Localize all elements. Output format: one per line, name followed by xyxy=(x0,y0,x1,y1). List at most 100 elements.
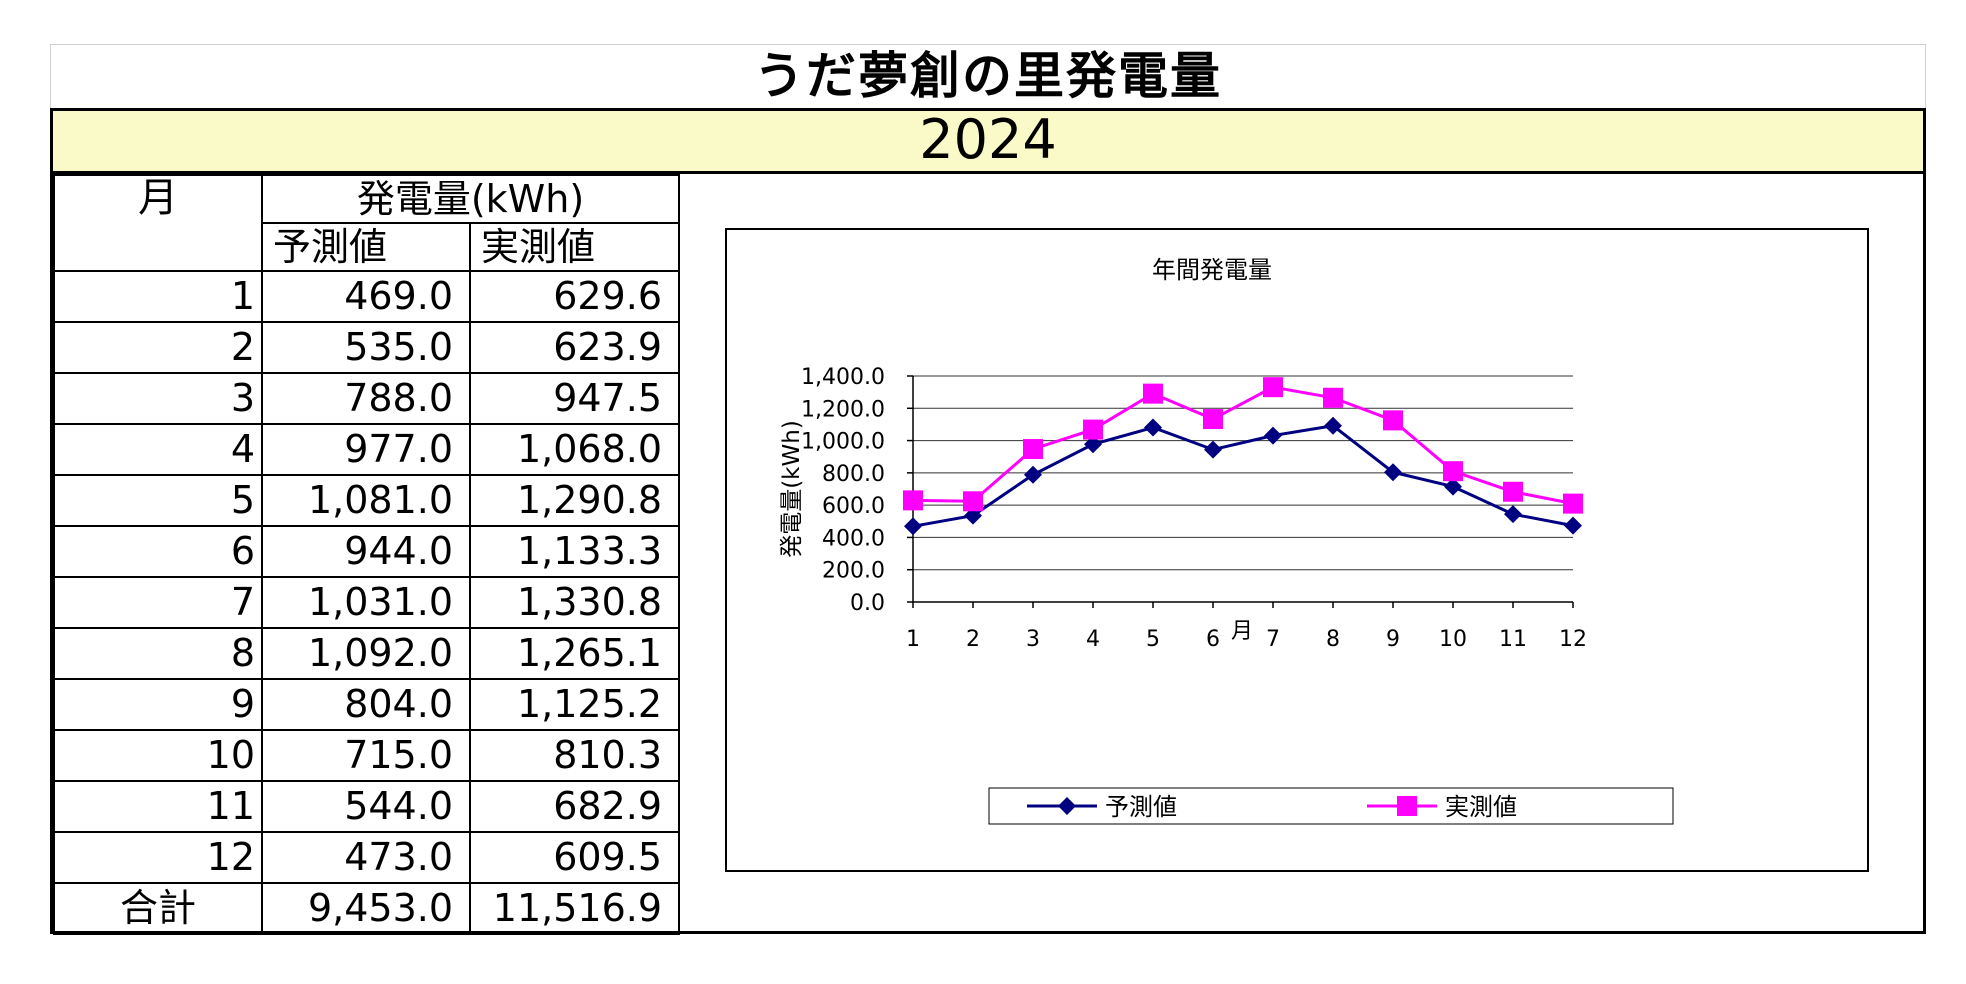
actual-cell: 623.9 xyxy=(469,321,680,374)
y-tick-label: 1,200.0 xyxy=(801,397,885,422)
actual-cell: 810.3 xyxy=(469,729,680,782)
actual-cell: 1,125.2 xyxy=(469,678,680,731)
month-cell: 12 xyxy=(53,831,263,884)
actual-cell: 629.6 xyxy=(469,270,680,323)
table-row: 12 473.0 609.5 xyxy=(53,831,680,884)
table-row: 5 1,081.0 1,290.8 xyxy=(53,474,680,527)
data-point-actual xyxy=(903,490,923,511)
month-cell: 2 xyxy=(53,321,263,374)
table-row: 10 715.0 810.3 xyxy=(53,729,680,782)
series-line-actual xyxy=(912,385,1574,506)
table-row: 4 977.0 1,068.0 xyxy=(53,423,680,476)
forecast-cell: 544.0 xyxy=(261,780,471,833)
x-tick-label: 7 xyxy=(1266,627,1280,652)
forecast-cell: 804.0 xyxy=(261,678,471,731)
month-cell: 10 xyxy=(53,729,263,782)
month-cell: 11 xyxy=(53,780,263,833)
data-point-forecast xyxy=(1144,418,1162,437)
data-point-forecast xyxy=(1264,426,1282,445)
data-point-actual xyxy=(1443,461,1463,482)
data-point-actual xyxy=(1263,377,1283,398)
chart-title: 年間発電量 xyxy=(1152,256,1272,284)
table-row: 6 944.0 1,133.3 xyxy=(53,525,680,578)
month-cell: 3 xyxy=(53,372,263,425)
table-row: 9 804.0 1,125.2 xyxy=(53,678,680,731)
x-axis-label: 月 xyxy=(1231,619,1253,644)
x-tick-label: 3 xyxy=(1026,627,1040,652)
data-point-forecast xyxy=(1444,477,1462,496)
x-tick-label: 10 xyxy=(1439,627,1467,652)
data-point-actual xyxy=(1503,481,1523,502)
actual-cell: 1,068.0 xyxy=(469,423,680,476)
actual-cell: 1,265.1 xyxy=(469,627,680,680)
data-point-forecast xyxy=(1024,465,1042,484)
data-point-forecast xyxy=(1084,435,1102,454)
year-banner: 2024 xyxy=(50,108,1926,174)
y-tick-label: 600.0 xyxy=(822,494,885,519)
annual-generation-chart: 年間発電量 0.0 200.0 400.0 600.0 800.0 1,000.0 1,200… xyxy=(725,228,1869,872)
month-cell: 5 xyxy=(53,474,263,527)
data-point-forecast xyxy=(1204,440,1222,459)
data-point-forecast xyxy=(1384,463,1402,482)
series-line-forecast xyxy=(912,424,1574,528)
data-point-forecast xyxy=(1504,505,1522,524)
forecast-column-header: 予測値 xyxy=(261,222,471,272)
data-point-forecast xyxy=(1564,516,1582,535)
x-tick-label: 4 xyxy=(1086,627,1100,652)
spreadsheet-sheet: うだ夢創の里発電量 2024 月 発電量(kWh) 予測値 実測値 1 469.0… xyxy=(50,44,1926,935)
table-row: 8 1,092.0 1,265.1 xyxy=(53,627,680,680)
total-row: 合計 9,453.0 11,516.9 xyxy=(53,882,680,935)
forecast-cell: 473.0 xyxy=(261,831,471,884)
page-title: うだ夢創の里発電量 xyxy=(50,44,1926,108)
y-tick-label: 0.0 xyxy=(850,591,885,616)
forecast-cell: 788.0 xyxy=(261,372,471,425)
forecast-cell: 977.0 xyxy=(261,423,471,476)
data-point-forecast xyxy=(904,517,922,536)
power-column-header: 発電量(kWh) xyxy=(261,174,680,224)
actual-cell: 1,133.3 xyxy=(469,525,680,578)
table-row: 2 535.0 623.9 xyxy=(53,321,680,374)
table-row: 7 1,031.0 1,330.8 xyxy=(53,576,680,629)
forecast-cell: 715.0 xyxy=(261,729,471,782)
table-row: 3 788.0 947.5 xyxy=(53,372,680,425)
actual-cell: 1,290.8 xyxy=(469,474,680,527)
y-axis-label: 発電量(kWh) xyxy=(779,420,805,558)
month-cell: 6 xyxy=(53,525,263,578)
actual-column-header: 実測値 xyxy=(469,222,680,272)
legend-label: 予測値 xyxy=(1105,793,1177,821)
forecast-cell: 1,081.0 xyxy=(261,474,471,527)
x-tick-label: 6 xyxy=(1206,627,1220,652)
actual-cell: 682.9 xyxy=(469,780,680,833)
actual-cell: 609.5 xyxy=(469,831,680,884)
y-tick-label: 1,400.0 xyxy=(801,365,885,390)
total-actual: 11,516.9 xyxy=(469,882,680,935)
y-tick-label: 1,000.0 xyxy=(801,430,885,455)
forecast-cell: 535.0 xyxy=(261,321,471,374)
data-point-actual xyxy=(1143,383,1163,404)
month-cell: 8 xyxy=(53,627,263,680)
chart-legend xyxy=(988,787,1674,825)
table-row: 11 544.0 682.9 xyxy=(53,780,680,833)
y-tick-label: 400.0 xyxy=(822,526,885,551)
report-body: 月 発電量(kWh) 予測値 実測値 1 469.0 629.6 2 535.0 623.… xyxy=(50,171,1926,935)
month-cell: 7 xyxy=(53,576,263,629)
month-cell: 1 xyxy=(53,270,263,323)
data-point-actual xyxy=(1323,387,1343,408)
forecast-cell: 944.0 xyxy=(261,525,471,578)
forecast-cell: 1,031.0 xyxy=(261,576,471,629)
data-point-actual xyxy=(963,491,983,512)
x-tick-label: 8 xyxy=(1326,627,1340,652)
chart-canvas: 年間発電量 0.0 200.0 400.0 600.0 800.0 1,000.0 1,200… xyxy=(779,256,1674,825)
data-point-actual xyxy=(1563,493,1583,514)
x-tick-label: 5 xyxy=(1146,627,1160,652)
data-point-forecast xyxy=(1324,416,1342,435)
data-point-actual xyxy=(1023,439,1043,460)
x-tick-label: 2 xyxy=(966,627,980,652)
x-tick-label: 9 xyxy=(1386,627,1400,652)
legend-marker-forecast xyxy=(1058,797,1076,815)
total-forecast: 9,453.0 xyxy=(261,882,471,935)
x-tick-label: 1 xyxy=(906,627,920,652)
legend-marker-actual xyxy=(1397,796,1417,816)
total-label: 合計 xyxy=(53,882,263,935)
forecast-cell: 1,092.0 xyxy=(261,627,471,680)
